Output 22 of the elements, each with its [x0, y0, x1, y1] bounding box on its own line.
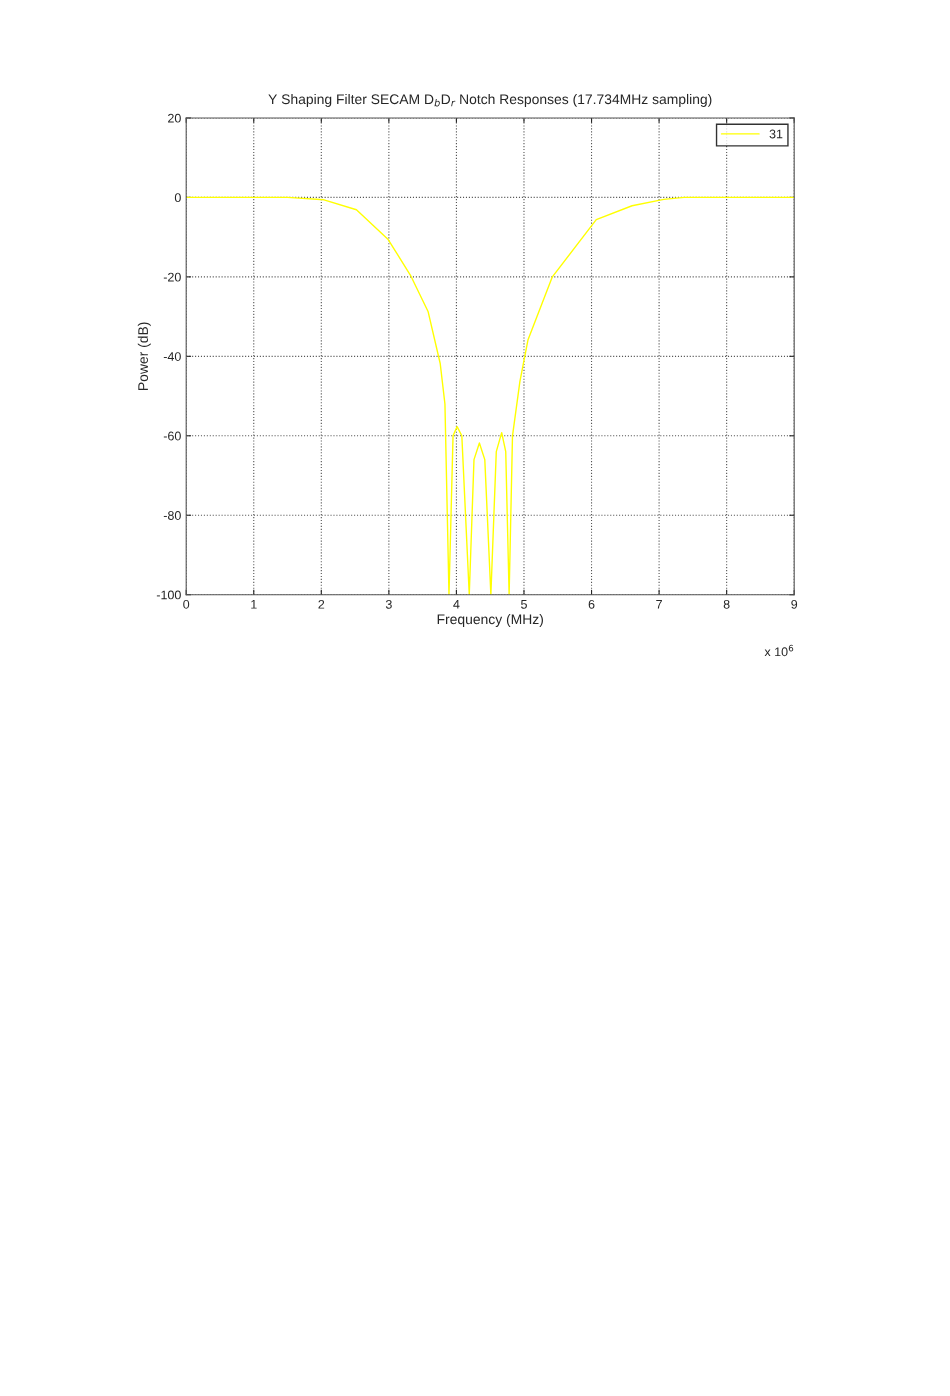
x-tick-label: 7 [656, 600, 662, 609]
x-tick-label: 3 [385, 599, 392, 609]
y-tick-label: -40 [163, 352, 181, 361]
y-tick-label: 0 [174, 193, 181, 203]
y-tick-label: -100 [156, 590, 181, 600]
x-tick-label: 6 [588, 599, 595, 609]
y-tick-label: -20 [163, 272, 181, 282]
y-tick-label: 20 [168, 113, 181, 123]
chart-title: Y Shaping Filter SECAM D$_{b}$D$_{r}$ Notch Responses (17.734MHz sampling) [268, 93, 712, 107]
y-tick-label: -60 [163, 431, 181, 441]
x-axis-title: Frequency (MHz) [437, 613, 543, 627]
x-tick-label: 2 [318, 599, 325, 609]
legend-label: 31 [769, 129, 783, 139]
x-tick-label: 4 [453, 600, 460, 609]
text: x 10$^{6}$ [764, 644, 794, 657]
y-tick-label: -80 [163, 511, 181, 520]
y-axis-title: Power (dB) [137, 322, 151, 390]
x-tick-label: 1 [251, 600, 257, 609]
x-tick-label: 5 [521, 600, 527, 609]
x-tick-label: 0 [183, 599, 190, 609]
x-tick-label: 8 [723, 599, 730, 609]
x-tick-label: 9 [791, 599, 798, 609]
